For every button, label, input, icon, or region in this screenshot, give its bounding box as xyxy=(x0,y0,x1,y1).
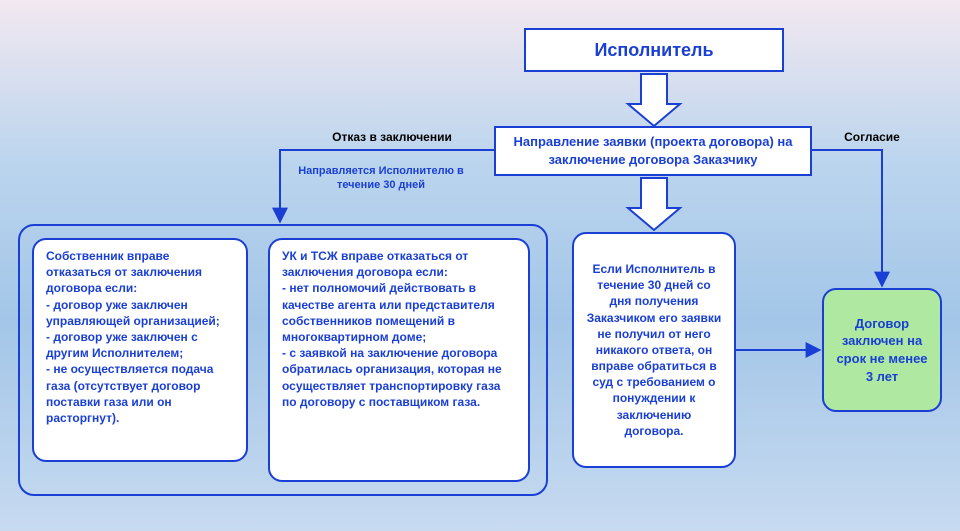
label-refusal: Отказ в заключении xyxy=(302,130,482,146)
node-contract: Договор заключен на срок не менее 3 лет xyxy=(822,288,942,412)
node-executor: Исполнитель xyxy=(524,28,784,72)
node-application: Направление заявки (проекта договора) на… xyxy=(494,126,812,176)
node-owner: Собственник вправе отказаться от заключе… xyxy=(32,238,248,462)
node-application-text: Направление заявки (проекта договора) на… xyxy=(508,133,798,168)
node-court: Если Исполнитель в течение 30 дней со дн… xyxy=(572,232,736,468)
node-owner-text: Собственник вправе отказаться от заключе… xyxy=(46,248,234,426)
node-contract-text: Договор заключен на срок не менее 3 лет xyxy=(836,315,928,385)
node-uk: УК и ТСЖ вправе отказаться от заключения… xyxy=(268,238,530,482)
node-executor-text: Исполнитель xyxy=(594,38,713,62)
node-uk-text: УК и ТСЖ вправе отказаться от заключения… xyxy=(282,248,516,410)
node-court-text: Если Исполнитель в течение 30 дней со дн… xyxy=(586,261,722,439)
label-sent30: Направляется Исполнителю в течение 30 дн… xyxy=(286,164,476,193)
label-consent: Согласие xyxy=(832,130,912,146)
